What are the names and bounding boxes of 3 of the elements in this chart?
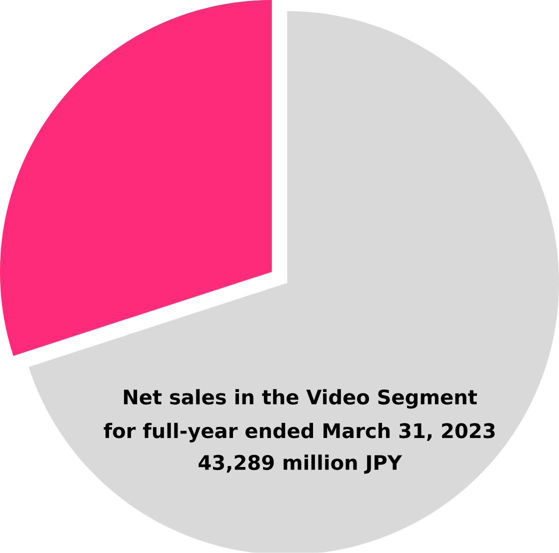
text: for full-year ended March 31, 2023: [104, 422, 495, 442]
text: Net sales in the Video Segment: [124, 389, 477, 409]
text: 43,289 million JPY: [198, 454, 402, 474]
